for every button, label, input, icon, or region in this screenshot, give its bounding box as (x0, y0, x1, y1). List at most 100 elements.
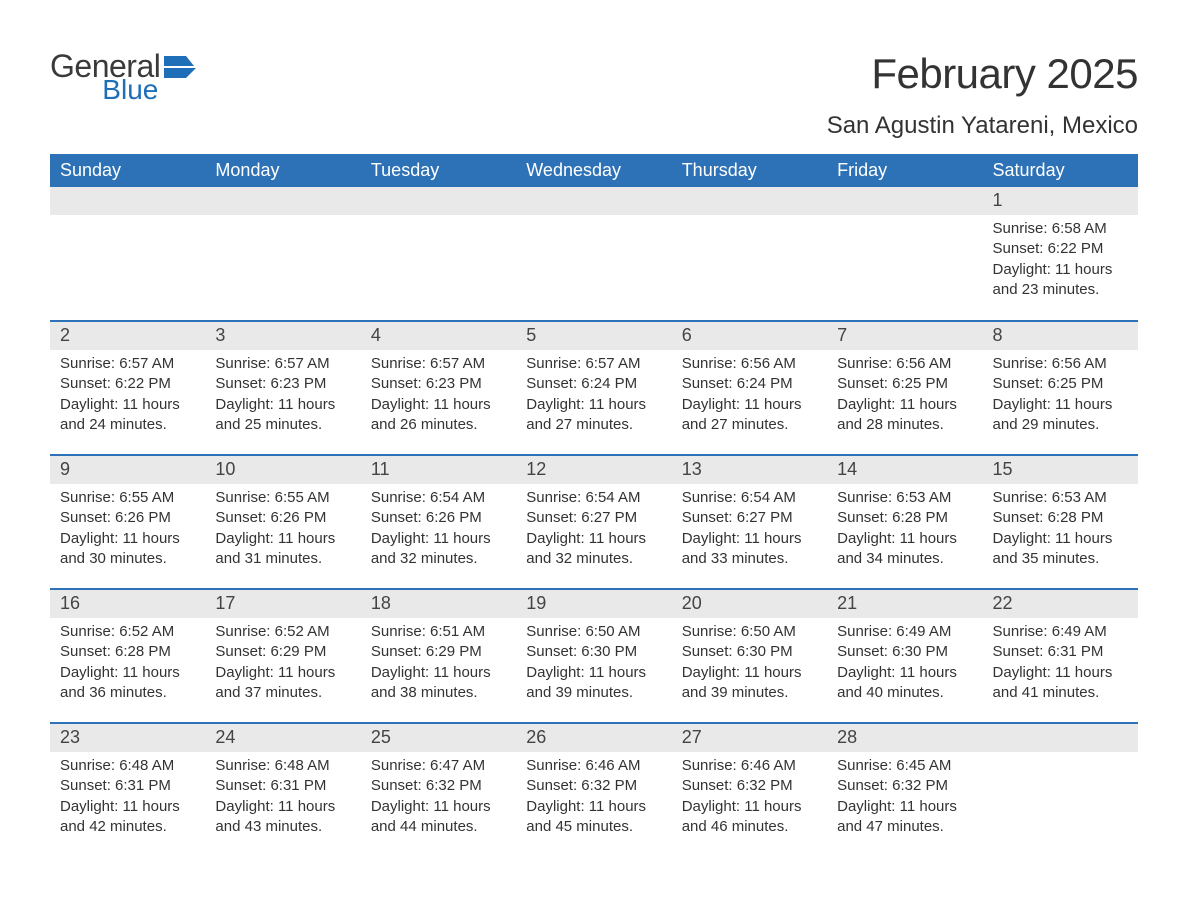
day-number-bar: 20 (672, 590, 827, 618)
daylight-line: Daylight: 11 hours and 37 minutes. (215, 663, 350, 704)
day-number-bar: 28 (827, 724, 982, 752)
daylight-line: Daylight: 11 hours and 27 minutes. (682, 395, 817, 436)
calendar-cell: 26Sunrise: 6:46 AMSunset: 6:32 PMDayligh… (516, 723, 671, 857)
day-body (361, 215, 516, 219)
daylight-line: Daylight: 11 hours and 45 minutes. (526, 797, 661, 838)
weekday-header: Sunday (50, 154, 205, 187)
location-subtitle: San Agustin Yatareni, Mexico (827, 112, 1138, 140)
day-body: Sunrise: 6:51 AMSunset: 6:29 PMDaylight:… (361, 618, 516, 703)
sunset-line: Sunset: 6:28 PM (60, 642, 195, 662)
day-number-bar: 27 (672, 724, 827, 752)
calendar-cell: 1Sunrise: 6:58 AMSunset: 6:22 PMDaylight… (983, 187, 1138, 321)
day-number-bar: 3 (205, 322, 360, 350)
sunrise-line: Sunrise: 6:51 AM (371, 622, 506, 642)
daylight-line: Daylight: 11 hours and 32 minutes. (371, 529, 506, 570)
day-body (983, 752, 1138, 756)
day-body: Sunrise: 6:48 AMSunset: 6:31 PMDaylight:… (205, 752, 360, 837)
day-body: Sunrise: 6:57 AMSunset: 6:23 PMDaylight:… (361, 350, 516, 435)
sunrise-line: Sunrise: 6:48 AM (215, 756, 350, 776)
calendar-cell: 2Sunrise: 6:57 AMSunset: 6:22 PMDaylight… (50, 321, 205, 455)
day-body: Sunrise: 6:55 AMSunset: 6:26 PMDaylight:… (205, 484, 360, 569)
sunrise-line: Sunrise: 6:55 AM (60, 488, 195, 508)
daylight-line: Daylight: 11 hours and 39 minutes. (682, 663, 817, 704)
day-body (205, 215, 360, 219)
sunset-line: Sunset: 6:25 PM (837, 374, 972, 394)
sunset-line: Sunset: 6:29 PM (215, 642, 350, 662)
sunrise-line: Sunrise: 6:57 AM (526, 354, 661, 374)
day-number-bar: 8 (983, 322, 1138, 350)
calendar-cell: 17Sunrise: 6:52 AMSunset: 6:29 PMDayligh… (205, 589, 360, 723)
day-number-bar: 9 (50, 456, 205, 484)
sunrise-line: Sunrise: 6:56 AM (993, 354, 1128, 374)
day-body: Sunrise: 6:50 AMSunset: 6:30 PMDaylight:… (516, 618, 671, 703)
daylight-line: Daylight: 11 hours and 46 minutes. (682, 797, 817, 838)
day-number-bar: 7 (827, 322, 982, 350)
day-body: Sunrise: 6:57 AMSunset: 6:24 PMDaylight:… (516, 350, 671, 435)
day-body: Sunrise: 6:56 AMSunset: 6:24 PMDaylight:… (672, 350, 827, 435)
day-body: Sunrise: 6:46 AMSunset: 6:32 PMDaylight:… (516, 752, 671, 837)
calendar-cell: 11Sunrise: 6:54 AMSunset: 6:26 PMDayligh… (361, 455, 516, 589)
daylight-line: Daylight: 11 hours and 43 minutes. (215, 797, 350, 838)
day-number-bar: 4 (361, 322, 516, 350)
daylight-line: Daylight: 11 hours and 23 minutes. (993, 260, 1128, 301)
day-body: Sunrise: 6:54 AMSunset: 6:26 PMDaylight:… (361, 484, 516, 569)
calendar-week-row: 1Sunrise: 6:58 AMSunset: 6:22 PMDaylight… (50, 187, 1138, 321)
sunrise-line: Sunrise: 6:56 AM (837, 354, 972, 374)
weekday-header: Thursday (672, 154, 827, 187)
day-body: Sunrise: 6:53 AMSunset: 6:28 PMDaylight:… (827, 484, 982, 569)
sunrise-line: Sunrise: 6:54 AM (371, 488, 506, 508)
weekday-header: Wednesday (516, 154, 671, 187)
calendar-cell: 6Sunrise: 6:56 AMSunset: 6:24 PMDaylight… (672, 321, 827, 455)
calendar-cell: 14Sunrise: 6:53 AMSunset: 6:28 PMDayligh… (827, 455, 982, 589)
day-body: Sunrise: 6:57 AMSunset: 6:23 PMDaylight:… (205, 350, 360, 435)
daylight-line: Daylight: 11 hours and 39 minutes. (526, 663, 661, 704)
sunset-line: Sunset: 6:31 PM (60, 776, 195, 796)
sunset-line: Sunset: 6:28 PM (837, 508, 972, 528)
calendar-cell: 16Sunrise: 6:52 AMSunset: 6:28 PMDayligh… (50, 589, 205, 723)
daylight-line: Daylight: 11 hours and 42 minutes. (60, 797, 195, 838)
calendar-cell: 7Sunrise: 6:56 AMSunset: 6:25 PMDaylight… (827, 321, 982, 455)
day-number-bar: 12 (516, 456, 671, 484)
day-number-bar: 22 (983, 590, 1138, 618)
day-body: Sunrise: 6:56 AMSunset: 6:25 PMDaylight:… (827, 350, 982, 435)
day-body: Sunrise: 6:48 AMSunset: 6:31 PMDaylight:… (50, 752, 205, 837)
sunrise-line: Sunrise: 6:56 AM (682, 354, 817, 374)
day-number-bar (827, 187, 982, 215)
calendar-cell: 24Sunrise: 6:48 AMSunset: 6:31 PMDayligh… (205, 723, 360, 857)
sunrise-line: Sunrise: 6:47 AM (371, 756, 506, 776)
day-body (827, 215, 982, 219)
sunset-line: Sunset: 6:31 PM (993, 642, 1128, 662)
daylight-line: Daylight: 11 hours and 28 minutes. (837, 395, 972, 436)
day-body: Sunrise: 6:45 AMSunset: 6:32 PMDaylight:… (827, 752, 982, 837)
sunrise-line: Sunrise: 6:57 AM (371, 354, 506, 374)
flag-icon (164, 56, 198, 87)
calendar-week-row: 2Sunrise: 6:57 AMSunset: 6:22 PMDaylight… (50, 321, 1138, 455)
calendar-cell: 13Sunrise: 6:54 AMSunset: 6:27 PMDayligh… (672, 455, 827, 589)
calendar-cell: 20Sunrise: 6:50 AMSunset: 6:30 PMDayligh… (672, 589, 827, 723)
sunset-line: Sunset: 6:26 PM (215, 508, 350, 528)
sunset-line: Sunset: 6:23 PM (371, 374, 506, 394)
daylight-line: Daylight: 11 hours and 38 minutes. (371, 663, 506, 704)
sunrise-line: Sunrise: 6:49 AM (993, 622, 1128, 642)
sunset-line: Sunset: 6:26 PM (371, 508, 506, 528)
sunset-line: Sunset: 6:22 PM (993, 239, 1128, 259)
day-body: Sunrise: 6:49 AMSunset: 6:31 PMDaylight:… (983, 618, 1138, 703)
sunrise-line: Sunrise: 6:53 AM (837, 488, 972, 508)
weekday-header: Saturday (983, 154, 1138, 187)
calendar-cell: 12Sunrise: 6:54 AMSunset: 6:27 PMDayligh… (516, 455, 671, 589)
calendar-cell (983, 723, 1138, 857)
sunset-line: Sunset: 6:32 PM (526, 776, 661, 796)
daylight-line: Daylight: 11 hours and 29 minutes. (993, 395, 1128, 436)
calendar-cell (672, 187, 827, 321)
weekday-header: Monday (205, 154, 360, 187)
day-number-bar: 17 (205, 590, 360, 618)
title-block: February 2025 San Agustin Yatareni, Mexi… (827, 50, 1138, 140)
calendar-week-row: 23Sunrise: 6:48 AMSunset: 6:31 PMDayligh… (50, 723, 1138, 857)
day-number-bar: 23 (50, 724, 205, 752)
daylight-line: Daylight: 11 hours and 32 minutes. (526, 529, 661, 570)
daylight-line: Daylight: 11 hours and 44 minutes. (371, 797, 506, 838)
day-number-bar: 19 (516, 590, 671, 618)
calendar-cell: 9Sunrise: 6:55 AMSunset: 6:26 PMDaylight… (50, 455, 205, 589)
day-body: Sunrise: 6:52 AMSunset: 6:28 PMDaylight:… (50, 618, 205, 703)
calendar-cell (516, 187, 671, 321)
